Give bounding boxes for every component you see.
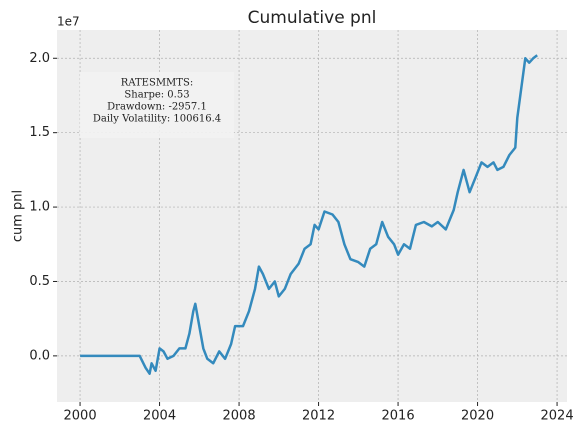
x-tick-label: 2008: [223, 409, 256, 424]
y-tick-label: 0.0: [29, 348, 50, 363]
annotation-text: Sharpe: 0.53: [124, 90, 189, 101]
x-tick-label: 2004: [143, 409, 176, 424]
x-tick-label: 2012: [302, 409, 335, 424]
x-tick-label: 2024: [541, 409, 574, 424]
y-tick-label: 2.0: [29, 51, 50, 66]
y-tick-label: 1.5: [29, 125, 50, 140]
annotation-text: Daily Volatility: 100616.4: [93, 114, 221, 125]
y-axis-label: cum pnl: [11, 190, 26, 242]
annotation-text: Drawdown: -2957.1: [107, 102, 207, 113]
y-offset-label: 1e7: [57, 15, 80, 29]
y-tick-label: 1.0: [29, 200, 50, 215]
annotation-box: [80, 72, 234, 138]
x-tick-label: 2020: [461, 409, 494, 424]
x-tick-label: 2000: [64, 409, 97, 424]
annotation-text: RATESMMTS:: [121, 78, 193, 89]
line: [80, 54, 538, 375]
y-tick-label: 0.5: [29, 274, 50, 289]
chart-title: Cumulative pnl: [248, 8, 377, 28]
x-tick-label: 2016: [382, 409, 415, 424]
